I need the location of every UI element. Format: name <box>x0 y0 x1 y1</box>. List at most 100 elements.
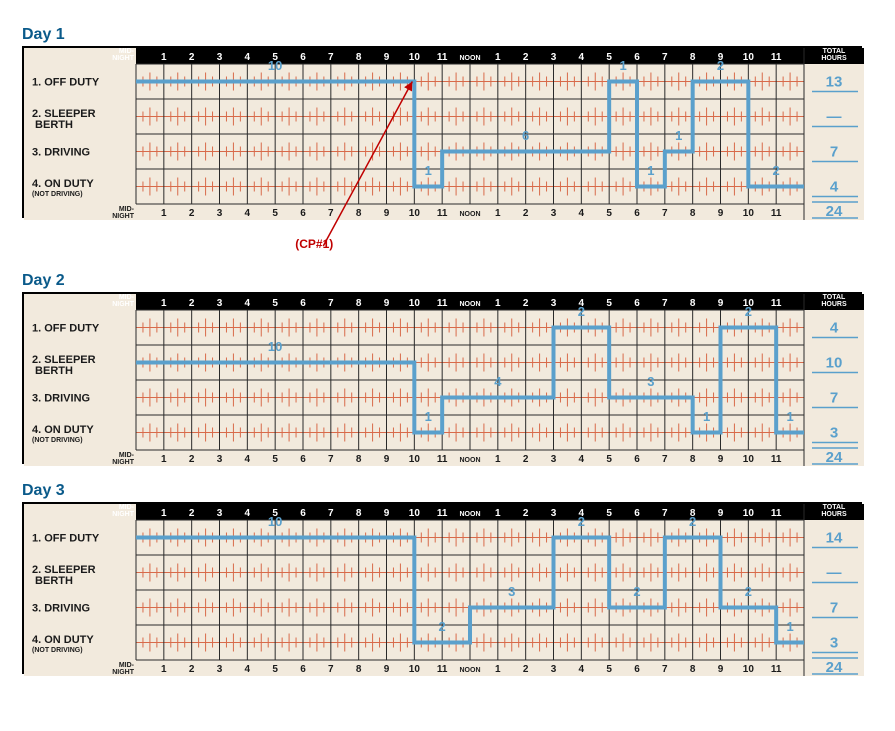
svg-text:8: 8 <box>356 664 362 675</box>
svg-text:3: 3 <box>217 208 223 219</box>
svg-text:3: 3 <box>508 584 515 599</box>
svg-text:NOON: NOON <box>460 457 481 464</box>
svg-text:6: 6 <box>300 52 306 63</box>
svg-text:2: 2 <box>189 508 195 519</box>
svg-text:6: 6 <box>300 454 306 465</box>
svg-text:7: 7 <box>662 52 668 63</box>
svg-text:—: — <box>827 565 842 582</box>
svg-text:6: 6 <box>300 208 306 219</box>
svg-text:4: 4 <box>245 454 251 465</box>
svg-text:10: 10 <box>409 208 421 219</box>
hos-log-chart: MID-NIGHT1234567891011NOON1234567891011T… <box>22 502 862 674</box>
svg-text:11: 11 <box>771 52 782 63</box>
svg-text:9: 9 <box>384 52 390 63</box>
svg-text:7: 7 <box>662 664 668 675</box>
svg-text:1: 1 <box>703 409 710 424</box>
hos-log-chart: MID-NIGHT1234567891011NOON1234567891011T… <box>22 46 862 218</box>
day-block: Day 2MID-NIGHT1234567891011NOON123456789… <box>22 272 873 464</box>
svg-text:1: 1 <box>495 664 501 675</box>
svg-text:6: 6 <box>300 508 306 519</box>
svg-text:11: 11 <box>771 664 782 675</box>
svg-text:3: 3 <box>551 52 557 63</box>
svg-text:11: 11 <box>771 298 782 309</box>
svg-text:4: 4 <box>579 664 585 675</box>
svg-text:1. OFF DUTY: 1. OFF DUTY <box>32 533 100 545</box>
svg-text:4: 4 <box>245 664 251 675</box>
svg-text:3: 3 <box>551 208 557 219</box>
svg-text:5: 5 <box>606 454 612 465</box>
svg-text:2: 2 <box>189 52 195 63</box>
svg-text:2: 2 <box>523 208 529 219</box>
svg-text:7: 7 <box>662 298 668 309</box>
svg-text:10: 10 <box>826 355 843 372</box>
svg-text:11: 11 <box>771 508 782 519</box>
svg-text:3: 3 <box>217 664 223 675</box>
svg-text:7: 7 <box>328 208 334 219</box>
svg-text:8: 8 <box>690 664 696 675</box>
day-title: Day 2 <box>22 272 873 290</box>
svg-text:2: 2 <box>523 454 529 465</box>
svg-text:4: 4 <box>830 320 839 337</box>
svg-text:9: 9 <box>384 664 390 675</box>
svg-text:3: 3 <box>217 52 223 63</box>
svg-text:9: 9 <box>384 208 390 219</box>
svg-text:10: 10 <box>743 208 755 219</box>
svg-text:2: 2 <box>717 58 724 73</box>
svg-text:6: 6 <box>634 52 640 63</box>
svg-text:3. DRIVING: 3. DRIVING <box>32 393 90 405</box>
svg-text:6: 6 <box>634 664 640 675</box>
svg-text:TOTALHOURS: TOTALHOURS <box>821 294 847 308</box>
svg-text:8: 8 <box>690 454 696 465</box>
svg-text:5: 5 <box>272 454 278 465</box>
svg-text:3: 3 <box>217 454 223 465</box>
svg-text:2: 2 <box>523 664 529 675</box>
svg-text:3: 3 <box>217 298 223 309</box>
svg-text:8: 8 <box>690 208 696 219</box>
svg-text:7: 7 <box>830 144 838 161</box>
svg-text:TOTALHOURS: TOTALHOURS <box>821 504 847 518</box>
svg-text:7: 7 <box>328 508 334 519</box>
svg-text:8: 8 <box>690 298 696 309</box>
svg-text:1. OFF DUTY: 1. OFF DUTY <box>32 77 100 89</box>
svg-text:1: 1 <box>495 298 501 309</box>
svg-text:9: 9 <box>718 208 724 219</box>
svg-text:5: 5 <box>272 664 278 675</box>
svg-text:9: 9 <box>384 298 390 309</box>
svg-text:3: 3 <box>551 298 557 309</box>
svg-text:4: 4 <box>245 208 251 219</box>
svg-text:1: 1 <box>161 298 167 309</box>
svg-text:11: 11 <box>771 208 782 219</box>
svg-text:10: 10 <box>268 514 282 529</box>
day-block: Day 1MID-NIGHT1234567891011NOON123456789… <box>22 26 873 254</box>
svg-text:10: 10 <box>409 508 421 519</box>
svg-text:TOTALHOURS: TOTALHOURS <box>821 48 847 62</box>
svg-text:11: 11 <box>437 208 448 219</box>
svg-text:2: 2 <box>773 163 780 178</box>
svg-text:11: 11 <box>437 664 448 675</box>
svg-text:7: 7 <box>328 664 334 675</box>
svg-text:5: 5 <box>606 508 612 519</box>
svg-text:1: 1 <box>495 52 501 63</box>
svg-text:11: 11 <box>437 298 448 309</box>
svg-text:NOON: NOON <box>460 211 481 218</box>
day-title: Day 3 <box>22 482 873 500</box>
svg-text:5: 5 <box>272 298 278 309</box>
svg-text:10: 10 <box>743 508 755 519</box>
svg-text:9: 9 <box>718 508 724 519</box>
svg-text:2: 2 <box>189 664 195 675</box>
svg-text:2: 2 <box>439 619 446 634</box>
svg-text:1: 1 <box>495 508 501 519</box>
svg-text:9: 9 <box>718 298 724 309</box>
svg-text:1: 1 <box>675 128 682 143</box>
svg-text:1: 1 <box>161 508 167 519</box>
svg-text:NOON: NOON <box>460 511 481 518</box>
svg-text:3: 3 <box>647 374 654 389</box>
svg-text:2: 2 <box>523 298 529 309</box>
svg-text:11: 11 <box>771 454 782 465</box>
svg-text:1: 1 <box>786 409 793 424</box>
svg-text:2: 2 <box>189 454 195 465</box>
day-block: Day 3MID-NIGHT1234567891011NOON123456789… <box>22 482 873 674</box>
svg-text:9: 9 <box>384 454 390 465</box>
svg-text:10: 10 <box>268 339 282 354</box>
svg-text:10: 10 <box>743 454 755 465</box>
